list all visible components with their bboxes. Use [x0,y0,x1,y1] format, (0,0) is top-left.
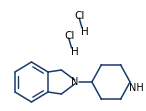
Text: H: H [71,47,78,57]
Text: N: N [71,77,78,87]
Text: H: H [81,27,89,37]
Text: Cl: Cl [64,31,74,41]
Text: NH: NH [129,83,144,93]
Text: Cl: Cl [74,11,85,21]
